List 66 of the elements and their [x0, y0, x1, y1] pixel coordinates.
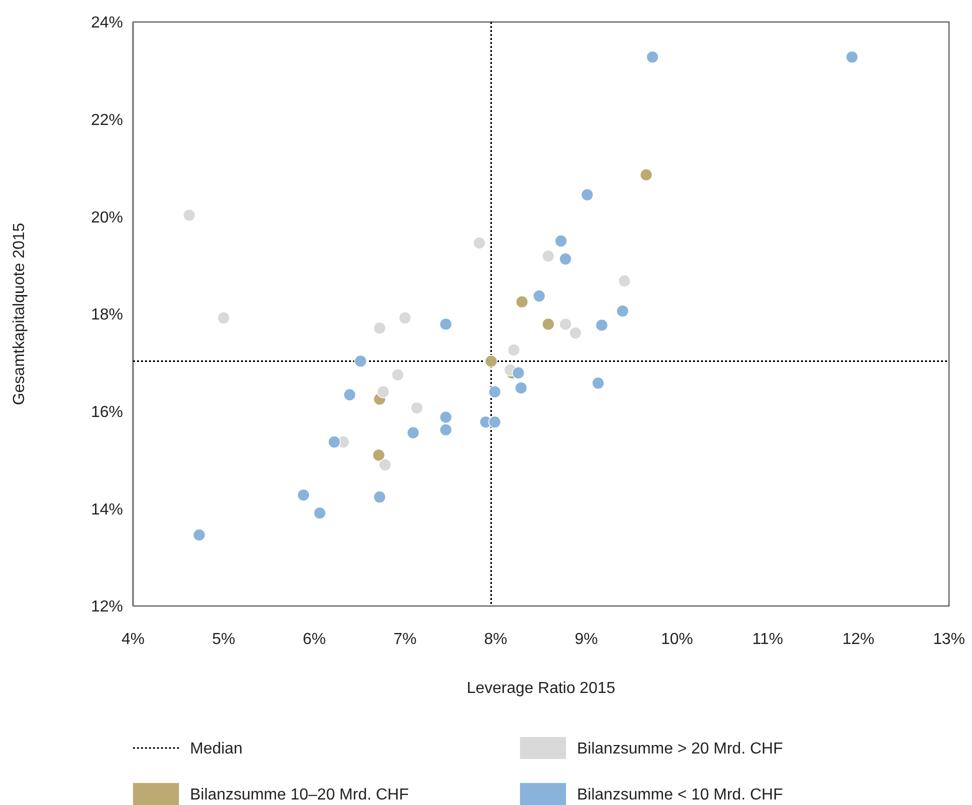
- point: [343, 388, 356, 402]
- point: [372, 448, 386, 462]
- point: [514, 382, 528, 394]
- y-tick-label: 22%: [90, 112, 123, 129]
- point: [592, 376, 605, 390]
- point: [439, 423, 452, 436]
- legend-label: Bilanzsumme < 10 Mrd. CHF: [577, 786, 784, 804]
- point: [554, 234, 568, 248]
- point: [376, 385, 390, 398]
- x-tick-label: 11%: [752, 631, 784, 648]
- x-tick-label: 6%: [302, 631, 326, 648]
- x-tick-label: 5%: [212, 631, 236, 648]
- point: [616, 304, 629, 318]
- point: [559, 252, 572, 266]
- x-tick-label: 12%: [842, 631, 874, 648]
- point: [313, 506, 326, 520]
- x-tick-label: 13%: [932, 631, 966, 648]
- legend-label: Bilanzsumme > 20 Mrd. CHF: [577, 740, 784, 758]
- point: [354, 354, 367, 368]
- point: [512, 366, 525, 380]
- point: [846, 50, 858, 64]
- point: [410, 402, 424, 414]
- point: [398, 311, 412, 324]
- point: [595, 318, 608, 332]
- point: [640, 168, 653, 182]
- point: [569, 326, 582, 340]
- point: [373, 322, 386, 335]
- x-tick-label: 8%: [484, 631, 508, 648]
- y-tick-label: 20%: [90, 209, 123, 226]
- point: [373, 490, 386, 504]
- point: [391, 368, 404, 382]
- point: [488, 385, 502, 398]
- point: [217, 311, 230, 324]
- point: [192, 528, 206, 542]
- point: [472, 236, 486, 250]
- point: [532, 290, 546, 302]
- point: [488, 416, 502, 428]
- legend-label: Bilanzsumme 10–20 Mrd. CHF: [190, 786, 409, 804]
- point: [182, 208, 196, 222]
- x-axis-title: Leverage Ratio 2015: [466, 680, 616, 697]
- x-tick-label: 7%: [393, 631, 417, 648]
- point: [328, 436, 341, 448]
- x-tick-label: 10%: [660, 631, 694, 648]
- point: [297, 488, 310, 502]
- x-tick-label: 9%: [574, 631, 598, 648]
- point: [516, 295, 528, 308]
- y-tick-label: 14%: [90, 501, 123, 518]
- point: [439, 318, 452, 331]
- point: [580, 188, 594, 202]
- point: [439, 410, 452, 424]
- point: [542, 318, 555, 331]
- y-tick-label: 24%: [90, 14, 123, 32]
- point: [559, 318, 572, 331]
- y-tick-label: 18%: [90, 306, 123, 324]
- point: [646, 50, 659, 64]
- y-axis-title: Gesamtkapitalquote 2015: [11, 222, 28, 406]
- y-tick-label: 16%: [90, 404, 123, 421]
- legend-label: Median: [190, 740, 242, 758]
- point: [507, 344, 520, 356]
- point: [542, 250, 555, 262]
- point: [484, 354, 498, 368]
- y-tick-label: 12%: [90, 598, 123, 616]
- point: [618, 274, 631, 288]
- point: [378, 458, 392, 472]
- point: [406, 426, 420, 440]
- x-tick-label: 4%: [121, 631, 145, 648]
